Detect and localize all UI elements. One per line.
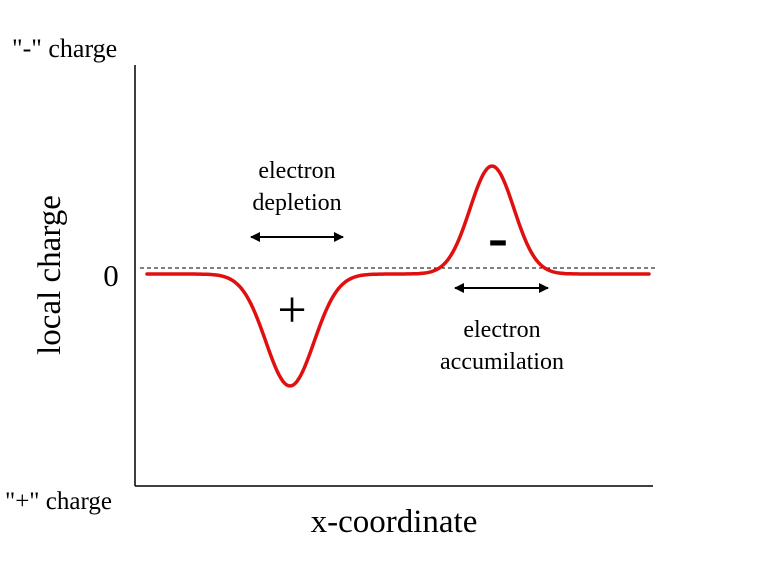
- positive-charge-label: "+" charge: [5, 488, 112, 515]
- accumulation-label-line2: accumilation: [440, 349, 564, 375]
- depletion-label-line1: electron: [258, 158, 335, 184]
- plus-sign: +: [277, 282, 306, 339]
- minus-sign: -: [488, 204, 508, 270]
- charge-curve: [145, 164, 651, 388]
- accumulation-label-line1: electron: [463, 317, 540, 343]
- y-axis-label: local charge: [32, 195, 68, 355]
- depletion-label-line2: depletion: [252, 190, 341, 216]
- x-axis-label: x-coordinate: [311, 504, 478, 540]
- negative-charge-label: "-" charge: [12, 34, 117, 63]
- zero-label: 0: [103, 258, 119, 293]
